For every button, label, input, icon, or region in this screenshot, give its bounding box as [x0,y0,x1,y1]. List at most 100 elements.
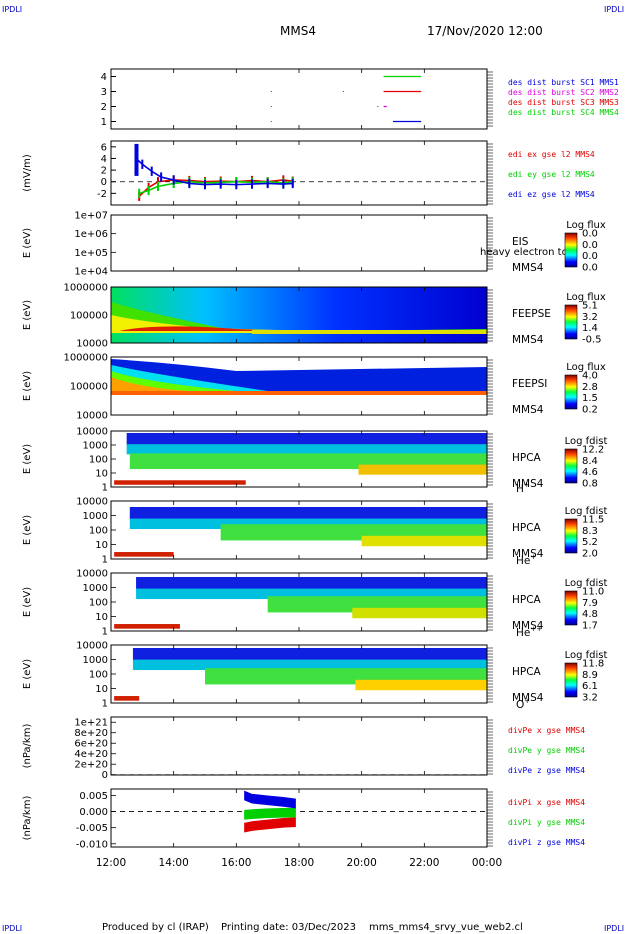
feepse-colorbar-tick: 5.1 [582,301,598,312]
hpca_hepp-instrument: HPCA [512,594,542,606]
hpca_o-colorbar-tick: 3.2 [582,693,598,704]
edi-ytick-label: 4 [101,154,107,165]
hpca_hepp-ytick-label: 1 [102,627,108,638]
eis-ytick-label: 1e+05 [74,248,108,259]
edi-ez-spike [134,143,139,176]
divpi-series-band [244,817,296,833]
feepsi-low-band [111,391,487,395]
edi-legend-1: edi ex gse l2 MMS4 [508,150,595,159]
script-name: mms_mms4_srvy_vue_web2.cl [369,922,523,933]
hpca_o-cyan-band [132,659,487,671]
feepsi-spacecraft: MMS4 [512,404,544,416]
feepse-colorbar-tick: -0.5 [582,335,602,346]
hpca_he-ytick-label: 1 [102,555,108,566]
divpe-ytick-label: 8e+20 [74,728,108,739]
hpca_hepp-cyan-band [136,588,488,600]
hpca_hepp-high-energy-blue [136,577,488,590]
edi-legend-3: edi ez gse l2 MMS4 [508,190,595,199]
time-tick-label: 12:00 [96,857,126,869]
edi-ytick-label: 0 [101,177,107,188]
feepsi-colorbar-tick: 0.2 [582,405,598,416]
divpe-ytick-label: 2e+20 [74,760,108,771]
hpca_he-instrument: HPCA [512,522,542,534]
divpi-ylabel: (nPa/km) [22,796,33,841]
hpca_h-colorbar-title: Log fdist [565,436,608,447]
hpca_hepp-colorbar [564,590,578,626]
eis-overlay-text: heavy electron to [480,247,568,258]
eis-frame [110,214,488,272]
burst-burst-dot [270,121,272,122]
time-tick-label: 00:00 [472,857,502,869]
eis-spacecraft: MMS4 [512,262,544,274]
hpca_o-ytick-label: 100 [89,670,108,681]
hpca_o-colorbar-title: Log fdist [565,650,608,661]
hpca_o-species: O+ [516,697,530,711]
divpe-ytick-label: 4e+20 [74,749,108,760]
eis-colorbar-tick: 0.0 [582,263,598,274]
hpca_h-low-band [358,464,487,475]
feepse-ytick-label: 100000 [70,311,108,322]
divpi-legend-1: divPi x gse MMS4 [508,798,585,807]
hpca_o-spacecraft: MMS4 [512,692,544,704]
hpca_h-species: H+ [516,481,530,495]
hpca_h-ytick-label: 1000 [83,441,108,452]
burst-legend-1: des dist burst SC1 MMS1 [508,78,619,87]
hpca_o-colorbar-tick: 8.9 [582,670,598,681]
hpca_o-colorbar [564,662,578,698]
edi-ytick-label: -2 [97,189,107,200]
feepse-colorbar-tick: 3.2 [582,312,598,323]
hpca_he-high-energy-blue [129,507,488,520]
hpca_o-red-floor [114,696,140,701]
divpi-ytick-label: 0.005 [79,791,108,802]
hpca_o-colorbar-tick: 6.1 [582,681,598,692]
eis-ylabel: E (eV) [22,228,33,258]
feepsi-ytick-label: 100000 [70,382,108,393]
time-tick-label: 20:00 [347,857,377,869]
hpca_hepp-ylabel: E (eV) [22,587,33,617]
hpca_h-instrument: HPCA [512,452,542,464]
burst-burst-dot [270,106,272,107]
hpca_hepp-red-floor [114,624,180,629]
corner-tag-bottom-right: IPDLI [604,924,624,933]
divpe-legend-3: divPe z gse MMS4 [508,766,585,775]
feepsi-colorbar-tick: 4.0 [582,371,598,382]
divpe-legend-2: divPe y gse MMS4 [508,746,585,755]
hpca_hepp-colorbar-tick: 1.7 [582,621,598,632]
feepsi-colorbar [564,374,578,410]
hpca_he-ytick-label: 100 [89,526,108,537]
hpca_hepp-colorbar-tick: 11.0 [582,587,604,598]
hpca_o-instrument: HPCA [512,666,542,678]
divpe-ylabel: (nPa/km) [22,724,33,769]
hpca_hepp-colorbar-title: Log fdist [565,578,608,589]
feepse-colorbar-tick: 1.4 [582,323,598,334]
edi-frame [110,140,488,206]
edi-ytick-label: 6 [101,142,107,153]
hpca_hepp-ytick-label: 10 [95,612,108,623]
feepsi-colorbar-tick: 2.8 [582,382,598,393]
corner-tag-top-left: IPDLI [2,5,22,14]
divpi-frame [110,788,488,848]
eis-ytick-label: 1e+06 [74,229,108,240]
divpi-ytick-label: 0.000 [79,807,108,818]
feepse-ytick-label: 10000 [76,339,108,350]
hpca_he-spacecraft: MMS4 [512,548,544,560]
divpi-series-band [244,790,296,809]
hpca_h-colorbar-tick: 8.4 [582,456,598,467]
time-tick-label: 14:00 [159,857,189,869]
hpca_h-colorbar-tick: 12.2 [582,445,604,456]
hpca_o-high-energy-blue [132,648,487,661]
edi-ytick-label: 2 [101,166,107,177]
hpca_h-spacecraft: MMS4 [512,478,544,490]
hpca_o-ytick-label: 1 [102,699,108,710]
feepsi-instrument: FEEPSI [512,378,547,390]
printing-date: Printing date: 03/Dec/2023 [221,922,356,933]
hpca_h-ytick-label: 10 [95,469,108,480]
hpca_he-low-band [361,535,487,547]
feepse-colorbar [564,304,578,340]
hpca_h-ytick-label: 10000 [76,427,108,438]
divpi-series-band [244,807,296,820]
produced-by: Produced by cl (IRAP) [102,922,209,933]
hpca_he-ylabel: E (eV) [22,515,33,545]
hpca_hepp-ytick-label: 100 [89,598,108,609]
